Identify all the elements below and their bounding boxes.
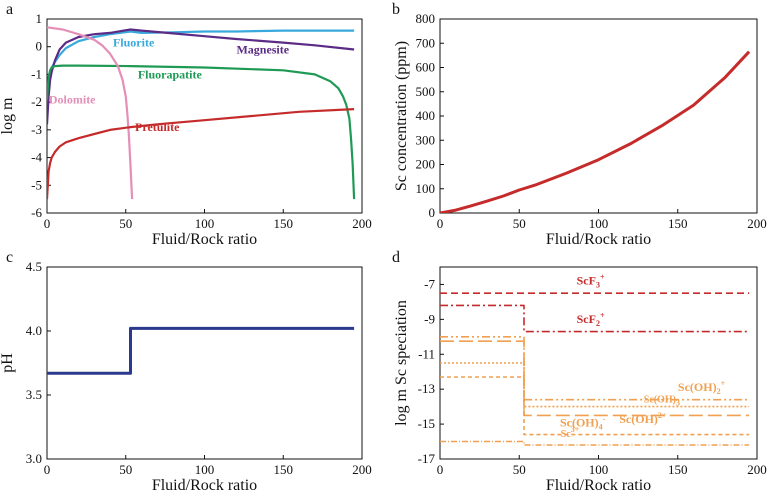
y-tick-label: 500 [416,84,436,99]
panel-c: 0 50 100 150 200 3.0 3.5 4.0 4.5 Fluid/Rock ratio… [0,249,372,494]
mineral-label-magnesite: Magnesite [236,43,289,57]
y-tick-label: 600 [416,60,436,75]
y-tick-label: -2 [31,94,42,109]
series-line-sc-oh-4- [440,376,750,436]
x-tick-label: 200 [352,462,372,477]
x-tick-label: 200 [747,462,767,477]
y-tick-label: 0 [36,39,43,54]
y-tick-label: -9 [424,311,435,326]
x-tick-label: 100 [589,462,609,477]
x-tick-label: 150 [668,462,688,477]
y-tick-label: -6 [31,205,42,220]
x-tick-label: 100 [589,216,609,231]
y-tick-label: 700 [416,35,436,50]
mineral-label-fluorite: Fluorite [113,36,155,50]
y-tick-label: 3.5 [26,387,42,402]
species-label: Sc(OH)4- [560,415,606,432]
x-tick-label: 150 [668,216,688,231]
y-tick-label: -5 [31,177,42,192]
mineral-label-dolomite: Dolomite [49,93,96,107]
x-tick-label: 200 [747,216,767,231]
y-tick-label: 0 [429,205,436,220]
species-label: ScF3+ [577,272,605,289]
x-tick-label: 200 [352,216,372,231]
x-axis-label: Fluid/Rock ratio [546,231,651,248]
series-group [440,292,750,446]
species-label: Sc(OH)2+ [678,379,726,396]
x-tick-label: 100 [195,216,215,231]
y-tick-label: -15 [418,416,435,431]
panel-letter: d [392,249,400,266]
y-tick-label: 200 [416,157,436,172]
panel-a: 0 50 100 150 200 1 0 -1 -2 -3 -4 -5 -6 Fluid/Rock rat… [0,1,372,248]
y-tick-label: 800 [416,11,436,26]
series-line-fluorapatite [47,64,356,200]
x-tick-label: 50 [119,216,132,231]
mineral-label-fluorapatite: Fluorapatite [138,68,203,82]
x-tick-label: 100 [195,462,215,477]
y-axis-label: Sc concentration (ppm) [393,41,410,191]
panel-d: 0 50 100 150 200 -7 -9 -11 -13 -15 -17 Fluid/Rock r… [392,249,767,494]
series-line-sc3- [440,440,750,446]
y-tick-label: 4.0 [26,323,42,338]
series-line-main [47,326,355,375]
y-axis-label: log m Sc speciation [393,300,410,426]
y-tick-label: -4 [31,150,42,165]
y-tick-label: 4.5 [26,259,42,274]
species-label: Sc(OH)2+ [619,411,667,426]
x-tick-label: 150 [274,462,294,477]
panel-letter: c [6,249,13,266]
plot-frame [439,18,758,214]
y-tick-label: 400 [416,108,436,123]
series-line-magnesite [47,28,355,125]
mineral-label-pretulite: Pretulite [135,120,180,134]
y-axis-label: pH [0,353,16,373]
series-line-sc-oh-2- [440,340,750,417]
species-label: Sc3+ [561,425,580,440]
series-line-main [440,50,751,213]
y-tick-label: 3.0 [26,451,42,466]
x-tick-label: 0 [44,462,51,477]
y-tick-label: -11 [418,346,435,361]
y-tick-label: 300 [416,132,436,147]
y-tick-label: -17 [418,451,436,466]
panel-letter: b [392,1,400,18]
series-group [440,50,751,213]
x-tick-label: 150 [274,216,294,231]
series-group [47,26,356,200]
x-axis-label: Fluid/Rock ratio [546,477,651,494]
y-tick-label: -13 [418,381,435,396]
plot-frame [46,266,363,460]
x-axis-label: Fluid/Rock ratio [152,477,257,494]
panel-letter: a [6,1,13,18]
species-label: Sc(OH)3 [644,394,680,407]
series-line-dolomite [47,26,134,200]
x-tick-label: 50 [513,462,526,477]
panel-b: 0 50 100 150 200 0 100 200 300 400 500 600 700 800 Flu… [392,1,767,248]
x-tick-label: 0 [437,216,444,231]
series-line-pretulite [47,108,355,200]
series-group [47,326,355,375]
y-tick-label: -3 [31,122,42,137]
x-tick-label: 50 [513,216,526,231]
y-tick-label: 1 [36,11,43,26]
y-tick-label: -7 [424,276,435,291]
species-label: ScF2+ [577,311,605,328]
series-line-sc-oh-2- [440,336,750,401]
y-tick-label: 100 [416,181,436,196]
x-axis-label: Fluid/Rock ratio [152,231,257,248]
x-tick-label: 50 [119,462,132,477]
x-tick-label: 0 [437,462,444,477]
series-line-scf2- [440,304,750,333]
x-tick-label: 0 [44,216,51,231]
plot-frame [46,18,363,214]
y-axis-label: log m [0,97,16,134]
y-tick-label: -1 [31,66,42,81]
